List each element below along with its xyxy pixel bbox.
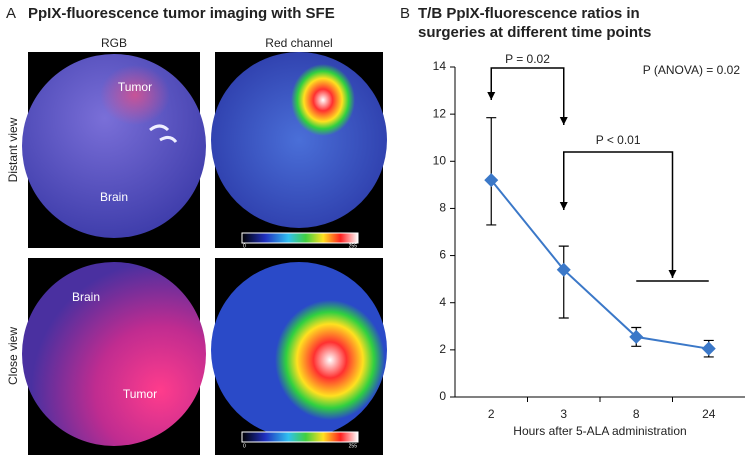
bracket bbox=[490, 67, 565, 125]
row-label: Close view bbox=[6, 327, 20, 385]
series-line bbox=[490, 179, 709, 350]
colorbar-label: 255 bbox=[349, 243, 358, 249]
chart-title: T/B PpIX-fluorescence ratios in bbox=[418, 5, 640, 22]
data-point bbox=[556, 262, 571, 277]
x-axis-label: Hours after 5-ALA administration bbox=[513, 424, 686, 438]
image-red-distant: 0 255 bbox=[211, 52, 387, 249]
annotation: P = 0.02 bbox=[505, 52, 550, 66]
panel-label: B bbox=[400, 5, 410, 22]
column-header: Red channel bbox=[265, 36, 332, 50]
image-label: Tumor bbox=[123, 387, 157, 401]
y-tick-label: 14 bbox=[433, 59, 447, 73]
y-tick-label: 10 bbox=[433, 153, 447, 167]
data-point bbox=[484, 173, 499, 188]
error-bar bbox=[558, 245, 569, 319]
x-tick-label: 8 bbox=[633, 407, 640, 421]
y-tick-label: 0 bbox=[439, 389, 446, 403]
error-bar bbox=[486, 117, 497, 226]
y-tick-label: 2 bbox=[439, 342, 446, 356]
image-label: Tumor bbox=[118, 80, 152, 94]
arrow-head bbox=[559, 202, 568, 210]
image-rgb-close: Brain Tumor bbox=[22, 258, 206, 455]
image-label: Brain bbox=[100, 190, 128, 204]
image-rgb-distant: Tumor Brain bbox=[22, 52, 206, 248]
data-point bbox=[629, 329, 644, 344]
chart-title: surgeries at different time points bbox=[418, 24, 651, 41]
y-tick-label: 4 bbox=[439, 295, 446, 309]
panel-label: A bbox=[6, 5, 16, 22]
x-tick-label: 24 bbox=[702, 407, 716, 421]
y-tick-label: 8 bbox=[439, 201, 446, 215]
y-tick-label: 12 bbox=[433, 106, 447, 120]
colorbar-label: 0 bbox=[243, 443, 246, 449]
panel-title: PpIX-fluorescence tumor imaging with SFE bbox=[28, 5, 335, 22]
column-header: RGB bbox=[101, 36, 127, 50]
annotation: P < 0.01 bbox=[596, 133, 641, 147]
x-tick-label: 3 bbox=[560, 407, 567, 421]
image-red-close: 0 255 bbox=[211, 258, 387, 455]
bracket bbox=[563, 151, 674, 278]
colorbar-label: 255 bbox=[349, 443, 358, 449]
colorbar-label: 0 bbox=[243, 243, 246, 249]
arrow-head bbox=[487, 92, 496, 100]
image-label: Brain bbox=[72, 290, 100, 304]
annotation: P (ANOVA) = 0.02 bbox=[643, 63, 741, 77]
arrow-head bbox=[668, 270, 677, 278]
x-tick-label: 2 bbox=[488, 407, 495, 421]
y-tick-label: 6 bbox=[439, 248, 446, 262]
row-label: Distant view bbox=[6, 117, 20, 182]
arrow-head bbox=[559, 117, 568, 125]
data-point bbox=[701, 341, 716, 356]
